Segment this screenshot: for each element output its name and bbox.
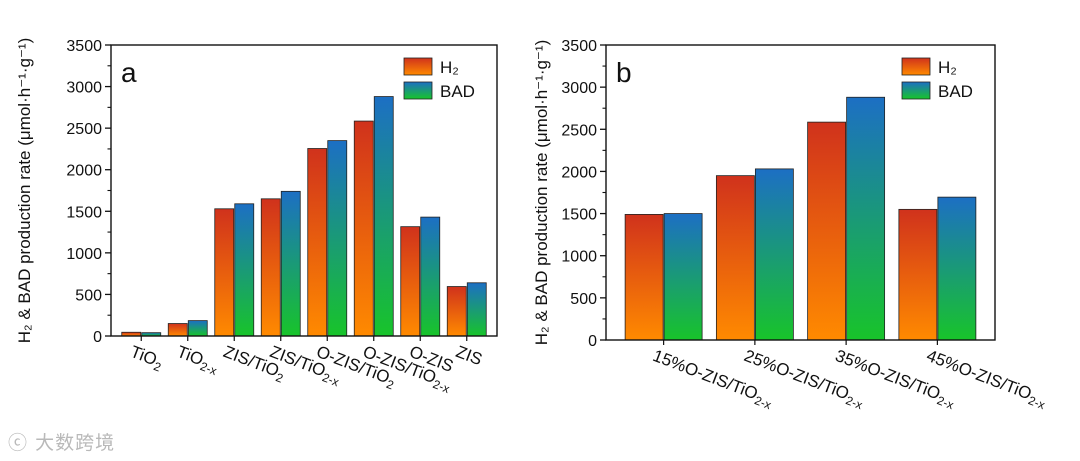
- x-tick-label-subscript: 2-x: [844, 393, 865, 412]
- legend-label-bad: BAD: [440, 82, 475, 101]
- legend-swatch-bad: [403, 81, 433, 100]
- bar-bad-2: [234, 203, 255, 337]
- x-tick-label-subscript: 2: [384, 377, 396, 393]
- legend-label-bad: BAD: [938, 82, 973, 101]
- legend-swatch-bad: [901, 81, 931, 100]
- y-tick-label: 0: [588, 333, 597, 350]
- x-tick-label-subscript: 2-x: [753, 393, 774, 412]
- bar-bad-1: [187, 320, 208, 337]
- y-tick-label: 500: [570, 291, 597, 308]
- y-tick-label: 500: [75, 287, 102, 304]
- y-tick-label: 1000: [66, 246, 102, 263]
- bar-h2-3: [260, 198, 281, 337]
- legend-swatch-h2: [403, 57, 433, 76]
- x-tick-label: TiO2-x: [173, 342, 221, 378]
- panel-label: a: [121, 57, 137, 88]
- bar-bad-2: [846, 96, 886, 341]
- y-tick-label: 2000: [561, 164, 597, 181]
- bar-h2-2: [807, 121, 847, 341]
- chart-panel-b: 050010001500200025003000350015%O-ZIS/TiO…: [532, 38, 1047, 412]
- x-tick-label-subscript: 2: [152, 359, 164, 375]
- x-tick-label-base: ZIS: [453, 342, 485, 369]
- bar-h2-5: [353, 120, 374, 337]
- y-tick-label: 3500: [561, 38, 597, 55]
- x-tick-label-subscript: 2-x: [320, 370, 341, 389]
- bar-bad-5: [373, 96, 394, 337]
- y-tick-label: 3500: [66, 38, 102, 55]
- y-tick-label: 1500: [66, 204, 102, 221]
- bar-bad-7: [466, 282, 487, 337]
- chat-bubble-icon: ⓒ: [8, 432, 29, 454]
- bar-h2-1: [167, 323, 188, 337]
- y-axis-title: H₂ & BAD production rate (μmol·h⁻¹·g⁻¹): [532, 40, 551, 345]
- y-tick-label: 2000: [66, 163, 102, 180]
- bar-h2-4: [307, 148, 328, 337]
- x-tick-label-subscript: 2: [274, 370, 286, 386]
- panel-label: b: [616, 57, 632, 88]
- legend-label-h2: H₂: [938, 58, 957, 77]
- y-tick-label: 0: [93, 329, 102, 346]
- bar-bad-0: [663, 213, 703, 341]
- y-tick-label: 2500: [561, 122, 597, 139]
- bar-h2-7: [446, 286, 467, 337]
- y-tick-label: 2500: [66, 121, 102, 138]
- bar-h2-3: [898, 208, 938, 341]
- y-tick-label: 1000: [561, 249, 597, 266]
- watermark-text: 大数跨境: [35, 432, 116, 454]
- x-tick-label-subscript: 2-x: [431, 377, 452, 396]
- bar-bad-3: [937, 196, 977, 341]
- bar-bad-6: [420, 216, 441, 337]
- bar-bad-4: [327, 140, 348, 337]
- chart-panel-a: 0 500 1000 1500 2000 2500 3000 3500 TiO2 TiO2-x ZI…: [15, 38, 498, 396]
- y-tick-label: 3000: [66, 80, 102, 97]
- legend-label-h2: H₂: [440, 58, 459, 77]
- y-tick-label: 3000: [561, 80, 597, 97]
- legend-swatch-h2: [901, 57, 931, 76]
- bar-h2-1: [715, 175, 755, 341]
- bar-h2-2: [214, 208, 235, 337]
- bar-h2-0: [624, 214, 664, 341]
- bar-bad-3: [280, 190, 301, 337]
- watermark: ⓒ 大数跨境: [8, 428, 115, 455]
- x-tick-label-subscript: 2-x: [1026, 393, 1047, 412]
- x-tick-label-subscript: 2-x: [935, 393, 956, 412]
- bar-bad-1: [754, 168, 794, 341]
- bar-h2-6: [400, 226, 421, 337]
- x-tick-label: TiO2: [127, 342, 166, 375]
- x-tick-label: ZIS: [453, 342, 485, 369]
- y-axis-title: H₂ & BAD production rate (μmol·h⁻¹·g⁻¹): [15, 38, 34, 343]
- y-tick-label: 1500: [561, 207, 597, 224]
- x-tick-label-subscript: 2-x: [198, 359, 219, 378]
